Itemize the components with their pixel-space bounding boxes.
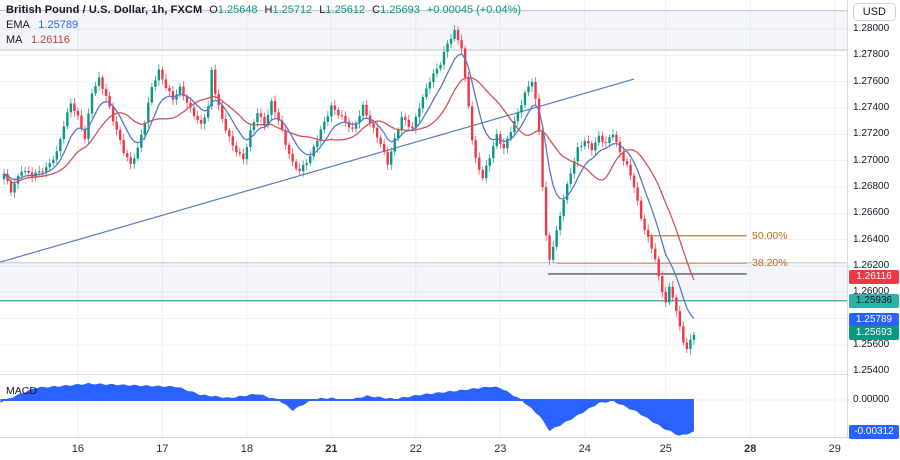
ohlc-token: L1.25612 <box>319 4 366 16</box>
ohlc-token: C1.25693 <box>372 4 420 16</box>
symbol-row[interactable]: British Pound / U.S. Dollar, 1h, FXCM O1.… <box>6 3 521 18</box>
pane-divider[interactable] <box>0 374 900 375</box>
price-tick-label: 1.25400 <box>853 365 890 377</box>
price-tick-label: 1.26200 <box>853 260 890 271</box>
price-tick-label: 1.28000 <box>853 23 890 34</box>
price-tick-label: 1.27800 <box>853 49 890 61</box>
ma-label: MA <box>6 34 22 46</box>
time-tick-label: 18 <box>240 443 253 455</box>
time-tick-label: 16 <box>71 443 85 455</box>
price-chart-svg[interactable] <box>0 0 847 437</box>
macd-pane-label: MACD <box>6 385 37 397</box>
fib-label-50[interactable]: 50.00% <box>752 229 788 242</box>
ma-value-badge: 1.26116 <box>849 270 899 285</box>
ohlc-token: H1.25712 <box>264 4 313 16</box>
ema-value: 1.25789 <box>38 19 79 31</box>
chart-legend: British Pound / U.S. Dollar, 1h, FXCM O1.… <box>6 3 521 48</box>
ema-indicator-row[interactable]: EMA 1.25789 <box>6 18 521 33</box>
time-tick-label: 28 <box>744 443 757 455</box>
ohlc-token: O1.25648 <box>209 4 258 16</box>
time-tick-label: 23 <box>494 443 507 455</box>
ma-value: 1.26116 <box>30 34 70 46</box>
change-value: +0.00045 (+0.04%) <box>426 4 522 16</box>
ema-label: EMA <box>6 19 30 31</box>
level-price-badge: 1.25936 <box>849 293 899 308</box>
macd-value-badge: -0.00312 <box>849 424 899 439</box>
fib-label-382[interactable]: 38.20% <box>752 257 788 270</box>
last-price-badge: 1.25693 <box>849 325 899 340</box>
price-tick-label: 1.26000 <box>853 286 890 298</box>
symbol-title: British Pound / U.S. Dollar, 1h, FXCM <box>6 4 203 16</box>
price-tick-label: 1.26400 <box>853 233 890 245</box>
time-tick-label: 29 <box>828 443 841 455</box>
price-tick-label: 1.27400 <box>853 102 890 113</box>
chart-canvas[interactable] <box>0 0 847 437</box>
time-tick-label: 17 <box>156 443 169 455</box>
time-tick-label: 22 <box>409 443 422 455</box>
ema-value-badge: 1.25789 <box>849 313 899 328</box>
ohlc-values: O1.25648 H1.25712 L1.25612 C1.25693 +0.00045… <box>202 4 521 16</box>
price-axis[interactable]: 1.28000 1.27800 1.27600 1.27400 1.27200 1.270… <box>847 0 900 439</box>
price-tick-label: 1.27200 <box>853 128 890 140</box>
price-tick-label: 1.26800 <box>853 181 890 192</box>
price-tick-label: 1.27000 <box>853 154 890 166</box>
time-tick-label: 25 <box>659 443 672 455</box>
time-tick-label: 21 <box>325 443 338 455</box>
price-tick-label: 1.26600 <box>853 207 890 219</box>
price-tick-label: 1.27600 <box>853 75 890 87</box>
currency-toggle-button[interactable]: USD <box>852 3 896 21</box>
macd-zero-tick: 0.00000 <box>853 394 890 405</box>
time-axis[interactable]: 16 17 18 21 22 23 24 25 28 29 <box>0 437 900 460</box>
price-tick-label: 1.25600 <box>853 339 890 350</box>
time-tick-label: 24 <box>578 443 591 455</box>
ma-indicator-row[interactable]: MA 1.26116 <box>6 33 521 48</box>
